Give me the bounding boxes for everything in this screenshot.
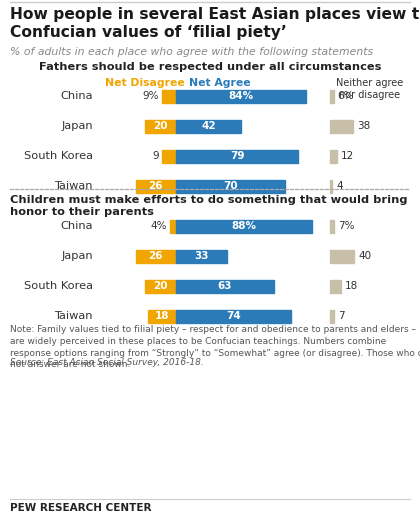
- Text: How people in several East Asian places view the
Confucian values of ‘filial pie: How people in several East Asian places …: [10, 7, 420, 40]
- Text: 79: 79: [230, 151, 244, 161]
- Text: Note: Family values tied to filial piety – respect for and obedience to parents : Note: Family values tied to filial piety…: [10, 325, 420, 369]
- Text: 12: 12: [341, 151, 354, 161]
- Bar: [145, 279, 176, 292]
- Bar: [176, 250, 227, 263]
- Bar: [176, 279, 274, 292]
- Bar: [176, 219, 312, 232]
- Text: 26: 26: [149, 251, 163, 261]
- Bar: [136, 180, 176, 192]
- Text: 9: 9: [152, 151, 159, 161]
- Text: 70: 70: [223, 181, 238, 191]
- Text: % of adults in each place who agree with the following statements: % of adults in each place who agree with…: [10, 47, 373, 57]
- Text: 7: 7: [338, 311, 345, 321]
- Text: 6%: 6%: [338, 91, 354, 101]
- Bar: [330, 309, 334, 322]
- Bar: [170, 219, 176, 232]
- Text: 18: 18: [155, 311, 169, 321]
- Text: China: China: [60, 221, 93, 231]
- Text: Net Disagree: Net Disagree: [105, 78, 185, 88]
- Bar: [330, 119, 353, 132]
- Bar: [330, 150, 337, 163]
- Bar: [176, 150, 299, 163]
- Text: 9%: 9%: [142, 91, 159, 101]
- Text: Fathers should be respected under all circumstances: Fathers should be respected under all ci…: [39, 62, 381, 72]
- Bar: [330, 90, 333, 103]
- Text: Source: East Asian Social Survey, 2016-18.: Source: East Asian Social Survey, 2016-1…: [10, 358, 204, 367]
- Text: 18: 18: [345, 281, 358, 291]
- Bar: [162, 150, 176, 163]
- Text: 84%: 84%: [228, 91, 254, 101]
- Text: 20: 20: [153, 121, 168, 131]
- Text: Neither agree
nor disagree: Neither agree nor disagree: [336, 78, 404, 100]
- Text: South Korea: South Korea: [24, 151, 93, 161]
- Text: Japan: Japan: [61, 251, 93, 261]
- Bar: [330, 250, 354, 263]
- Text: 33: 33: [194, 251, 209, 261]
- Text: 7%: 7%: [338, 221, 355, 231]
- Bar: [330, 279, 341, 292]
- Text: Children must make efforts to do something that would bring
honor to their paren: Children must make efforts to do somethi…: [10, 195, 407, 217]
- Bar: [148, 309, 176, 322]
- Text: 20: 20: [153, 281, 168, 291]
- Bar: [330, 219, 334, 232]
- Text: 38: 38: [357, 121, 370, 131]
- Text: PEW RESEARCH CENTER: PEW RESEARCH CENTER: [10, 503, 152, 513]
- Text: Taiwan: Taiwan: [55, 311, 93, 321]
- Bar: [176, 119, 241, 132]
- Bar: [176, 180, 284, 192]
- Text: Taiwan: Taiwan: [55, 181, 93, 191]
- Text: 4%: 4%: [150, 221, 167, 231]
- Text: 26: 26: [149, 181, 163, 191]
- Text: 42: 42: [201, 121, 216, 131]
- Text: 40: 40: [358, 251, 371, 261]
- Bar: [330, 180, 332, 192]
- Text: 63: 63: [218, 281, 232, 291]
- Text: Net Agree: Net Agree: [189, 78, 251, 88]
- Bar: [145, 119, 176, 132]
- Bar: [176, 309, 291, 322]
- Text: 88%: 88%: [232, 221, 257, 231]
- Text: South Korea: South Korea: [24, 281, 93, 291]
- Text: 74: 74: [226, 311, 241, 321]
- Bar: [136, 250, 176, 263]
- Bar: [162, 90, 176, 103]
- Text: 4: 4: [336, 181, 343, 191]
- Bar: [176, 90, 306, 103]
- Text: Japan: Japan: [61, 121, 93, 131]
- Text: China: China: [60, 91, 93, 101]
